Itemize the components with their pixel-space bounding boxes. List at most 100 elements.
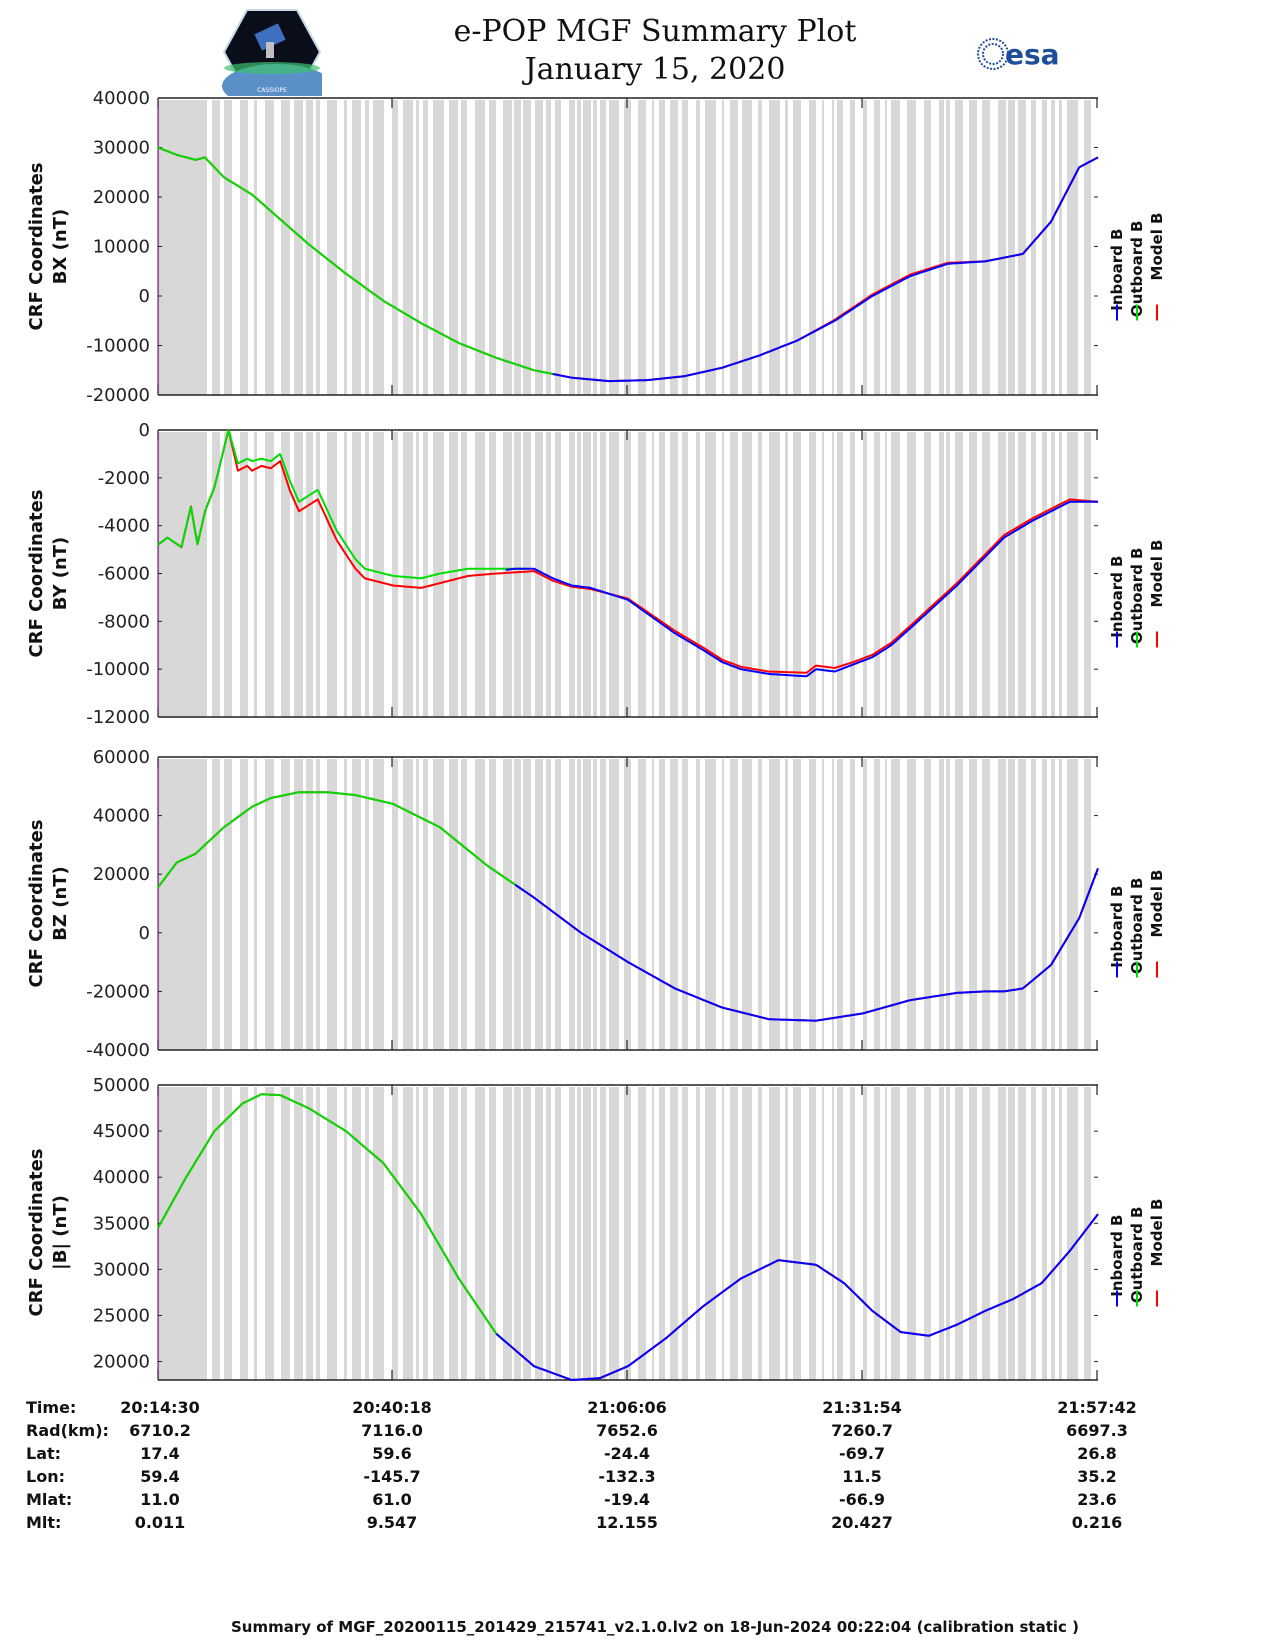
flag-band bbox=[722, 432, 724, 717]
flag-band bbox=[1042, 1087, 1047, 1380]
flag-band bbox=[365, 759, 369, 1050]
y-tick-label: 20000 bbox=[93, 864, 150, 885]
panel-bmag: 20000 25000 30000 35000 40000 45000 50000 CRF C… bbox=[26, 1075, 1166, 1381]
flag-band bbox=[891, 432, 900, 717]
y-tick-label: 0 bbox=[139, 286, 150, 307]
ephemeris-value: -24.4 bbox=[603, 1444, 651, 1463]
y-tick-label: -20000 bbox=[86, 981, 150, 1002]
flag-band bbox=[891, 759, 900, 1050]
flag-band bbox=[546, 432, 551, 717]
flag-band bbox=[742, 759, 752, 1050]
ephemeris-value: 6697.3 bbox=[1066, 1421, 1128, 1440]
ephemeris-row: Lat: 17.4 59.6 -24.4 -69.7 26.8 bbox=[0, 1444, 1275, 1466]
flag-band bbox=[1018, 100, 1026, 395]
flag-band bbox=[809, 1087, 816, 1380]
flag-band bbox=[327, 759, 337, 1050]
y-axis-label-line2: BZ (nT) bbox=[50, 866, 71, 941]
flag-band bbox=[535, 100, 543, 395]
flag-band bbox=[1051, 759, 1055, 1050]
flag-band bbox=[969, 100, 977, 395]
flag-band bbox=[373, 100, 384, 395]
flag-band bbox=[705, 759, 716, 1050]
flag-band bbox=[907, 1087, 916, 1380]
flag-band bbox=[1084, 432, 1091, 717]
flag-band bbox=[212, 432, 220, 717]
legend-label: Outboard B bbox=[1128, 1207, 1146, 1304]
flag-band bbox=[294, 100, 303, 395]
flag-band bbox=[294, 432, 303, 717]
y-tick-label: 35000 bbox=[93, 1213, 150, 1234]
flag-band bbox=[224, 432, 232, 717]
flag-band bbox=[793, 100, 801, 395]
flag-band bbox=[939, 100, 944, 395]
flag-band bbox=[416, 759, 419, 1050]
flag-band bbox=[433, 1087, 444, 1380]
flag-band bbox=[224, 759, 232, 1050]
flag-band bbox=[946, 100, 950, 395]
legend-label: Outboard B bbox=[1128, 221, 1146, 318]
flag-band bbox=[1084, 100, 1091, 395]
y-tick-label: 25000 bbox=[93, 1305, 150, 1326]
flag-band bbox=[874, 759, 880, 1050]
flag-band bbox=[832, 100, 834, 395]
flag-band bbox=[670, 1087, 678, 1380]
y-tick-label: 30000 bbox=[93, 138, 150, 159]
ephemeris-value: -66.9 bbox=[838, 1490, 886, 1509]
flag-band bbox=[705, 100, 716, 395]
flag-band bbox=[891, 100, 900, 395]
flag-band bbox=[730, 100, 738, 395]
flag-band bbox=[593, 1087, 597, 1380]
flag-band bbox=[583, 432, 591, 717]
flag-band bbox=[593, 759, 597, 1050]
flag-band bbox=[832, 1087, 834, 1380]
flag-band bbox=[600, 1087, 606, 1380]
flag-band bbox=[306, 432, 313, 717]
flag-band bbox=[1018, 759, 1026, 1050]
flag-band bbox=[392, 1087, 398, 1380]
ephemeris-value: 21:31:54 bbox=[822, 1398, 902, 1417]
flag-band bbox=[433, 100, 444, 395]
ephemeris-value: 11.5 bbox=[842, 1467, 882, 1486]
flag-band bbox=[546, 100, 551, 395]
flag-band bbox=[696, 432, 700, 717]
flag-band bbox=[555, 100, 561, 395]
flag-band bbox=[822, 432, 824, 717]
flag-band bbox=[696, 1087, 700, 1380]
flag-band bbox=[240, 759, 248, 1050]
flag-band bbox=[885, 100, 887, 395]
flag-band bbox=[863, 759, 867, 1050]
y-tick-label: -10000 bbox=[86, 659, 150, 680]
flag-band bbox=[281, 100, 290, 395]
flag-band bbox=[1051, 1087, 1055, 1380]
flag-band bbox=[489, 1087, 496, 1380]
flag-band bbox=[461, 100, 467, 395]
flag-band bbox=[758, 759, 762, 1050]
flag-band bbox=[523, 759, 531, 1050]
flag-band bbox=[924, 759, 931, 1050]
ephemeris-label: Mlt: bbox=[26, 1513, 62, 1532]
flag-band bbox=[489, 100, 496, 395]
ephemeris-value: 6710.2 bbox=[129, 1421, 191, 1440]
ephemeris-value: 17.4 bbox=[140, 1444, 180, 1463]
flag-band bbox=[503, 432, 512, 717]
flag-band bbox=[403, 100, 413, 395]
ephemeris-row: Mlat: 11.0 61.0 -19.4 -66.9 23.6 bbox=[0, 1490, 1275, 1512]
ephemeris-value: 12.155 bbox=[596, 1513, 658, 1532]
ephemeris-value: 23.6 bbox=[1077, 1490, 1117, 1509]
flag-band bbox=[254, 432, 257, 717]
flag-band bbox=[670, 759, 678, 1050]
ephemeris-value: -132.3 bbox=[598, 1467, 656, 1486]
flag-band bbox=[403, 1087, 413, 1380]
ephemeris-value: 59.4 bbox=[140, 1467, 180, 1486]
flag-band bbox=[1042, 100, 1047, 395]
y-tick-label: -40000 bbox=[86, 1040, 150, 1061]
flag-band bbox=[461, 1087, 467, 1380]
flag-band bbox=[306, 1087, 313, 1380]
flag-band bbox=[946, 432, 950, 717]
flag-band bbox=[416, 1087, 419, 1380]
flag-band bbox=[1084, 759, 1091, 1050]
flag-band bbox=[316, 1087, 320, 1380]
flag-band bbox=[212, 100, 220, 395]
y-tick-label: -10000 bbox=[86, 336, 150, 357]
flag-band bbox=[254, 100, 257, 395]
